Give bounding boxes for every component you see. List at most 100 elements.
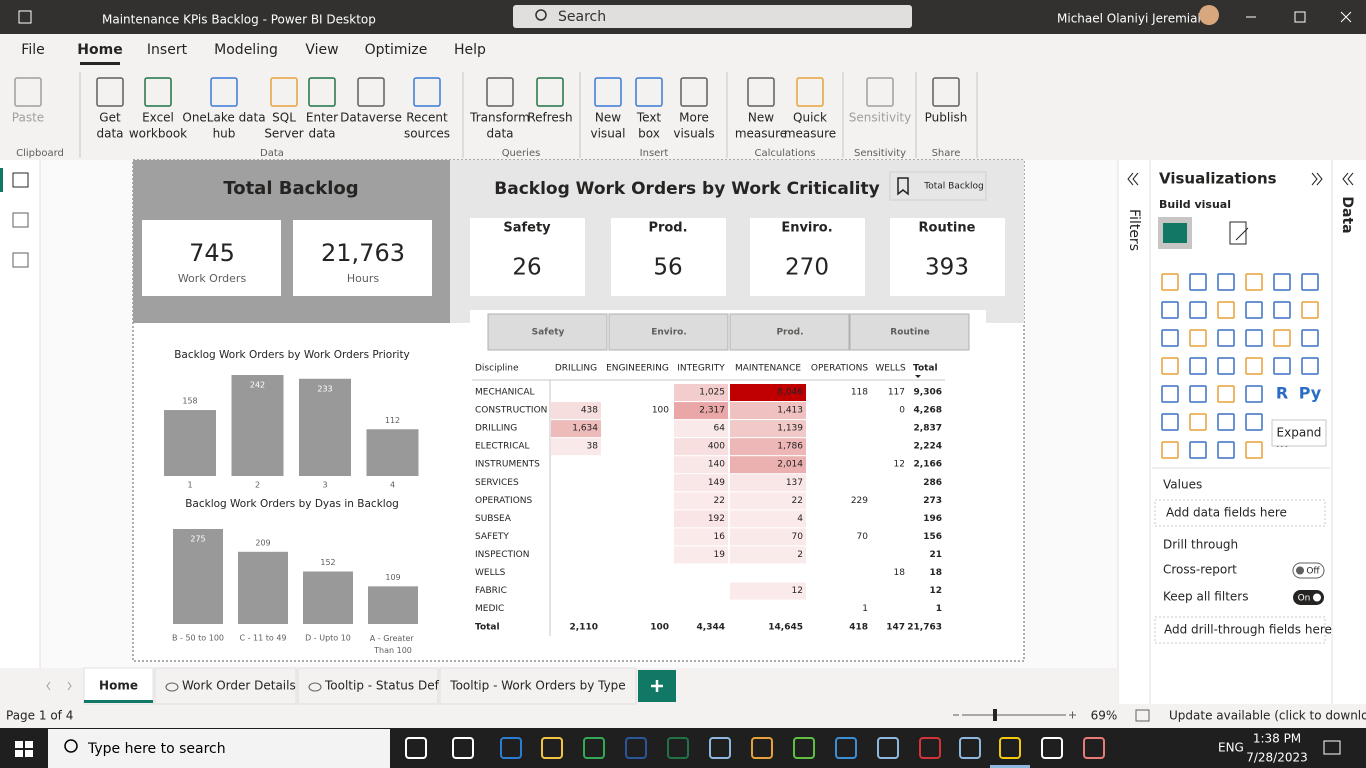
visual-type-icon[interactable] [1245,441,1263,459]
field-well[interactable] [1154,499,1326,527]
taskbar-app[interactable] [583,737,605,759]
bookmark-button[interactable] [889,171,987,201]
ribbon-label[interactable]: hub [213,127,236,141]
nav-icon[interactable] [12,252,29,268]
ribbon-label[interactable]: Quick [793,111,827,125]
slicer-button[interactable] [849,313,970,351]
ribbon-label[interactable]: box [638,127,660,141]
visual-type-icon[interactable] [1273,357,1291,375]
notifications[interactable] [1323,740,1341,755]
visual-type-icon[interactable] [1301,301,1319,319]
visual-type-icon[interactable] [1161,385,1179,403]
visual-type-icon[interactable] [1189,357,1207,375]
zoom-buttons[interactable] [953,711,1076,719]
menu-tab[interactable]: Help [454,42,486,58]
visual-type-icon[interactable] [1273,329,1291,347]
start-button[interactable] [15,741,33,757]
visual-type-icon[interactable] [1245,329,1263,347]
visual-type-icon[interactable] [1161,357,1179,375]
taskbar-app[interactable] [1041,737,1063,759]
visual-type-icon[interactable] [1273,301,1291,319]
taskbar-app[interactable] [405,737,427,759]
visual-type-icon[interactable] [1217,385,1235,403]
visual-type-icon[interactable]: R [1276,384,1288,403]
visual-type-icon[interactable] [1189,385,1207,403]
visual-type-icon[interactable] [1189,413,1207,431]
ribbon-label[interactable]: Paste [12,111,44,125]
ribbon-label[interactable]: sources [404,127,450,141]
visual-type-icon[interactable]: Py [1299,384,1322,403]
fit-page[interactable] [1135,709,1150,722]
visual-type-icon[interactable] [1245,273,1263,291]
taskbar-app[interactable] [500,737,522,759]
maximize[interactable] [1294,11,1306,23]
ribbon-label[interactable]: measure [735,127,787,141]
expand-icon[interactable] [1342,172,1354,186]
visual-type-icon[interactable] [1189,273,1207,291]
menu-tab[interactable]: Optimize [365,42,428,58]
ribbon-label[interactable]: Transform [469,111,530,125]
taskbar-app[interactable] [959,737,981,759]
visual-type-icon[interactable] [1217,301,1235,319]
taskbar-app[interactable] [709,737,731,759]
ribbon-label[interactable]: OneLake data [182,111,265,125]
taskbar-app[interactable] [667,737,689,759]
ribbon-label[interactable]: Server [264,127,303,141]
ribbon-label[interactable]: Enter [306,111,338,125]
page-tab[interactable] [154,667,297,705]
ribbon-label[interactable]: Excel [142,111,174,125]
ribbon-label[interactable]: SQL [272,111,296,125]
field-well[interactable] [1154,616,1326,644]
ribbon-label[interactable]: data [308,127,335,141]
visual-type-icon[interactable] [1217,441,1235,459]
ribbon-label[interactable]: Publish [925,111,968,125]
ribbon-label[interactable]: New [748,111,774,125]
filters-pane-label[interactable]: Filters [1126,209,1142,251]
menu-tab[interactable]: File [21,42,44,58]
slicer-button[interactable] [487,313,608,351]
nav-icon[interactable] [12,172,29,188]
visual-type-icon[interactable] [1189,441,1207,459]
page-tab[interactable] [439,667,637,705]
visual-type-icon[interactable] [1245,385,1263,403]
visual-type-icon[interactable] [1301,273,1319,291]
menu-tab[interactable]: Home [77,42,122,58]
menu-tab[interactable]: View [305,42,338,58]
menu-tab[interactable]: Modeling [214,42,278,58]
collapse-icon[interactable] [1127,172,1139,186]
ribbon-label[interactable]: Sensitivity [849,111,911,125]
ribbon-label[interactable]: Recent [406,111,448,125]
visual-type-icon[interactable] [1273,273,1291,291]
visual-type-icon[interactable] [1161,273,1179,291]
taskbar-app[interactable] [793,737,815,759]
taskbar-app[interactable] [877,737,899,759]
visual-type-icon[interactable] [1161,329,1179,347]
visual-type-icon[interactable] [1245,357,1263,375]
ribbon-label[interactable]: data [486,127,513,141]
visual-type-icon[interactable] [1245,301,1263,319]
ribbon-label[interactable]: More [679,111,709,125]
visual-type-icon[interactable] [1217,329,1235,347]
ribbon-label[interactable]: New [595,111,621,125]
visual-type-icon[interactable] [1189,329,1207,347]
ribbon-label[interactable]: measure [784,127,836,141]
taskbar-app[interactable] [1083,737,1105,759]
menu-tab[interactable]: Insert [147,42,188,58]
ribbon-label[interactable]: Dataverse [340,111,402,125]
ribbon-label[interactable]: Get [99,111,121,125]
taskbar-app[interactable] [452,737,474,759]
visual-type-icon[interactable] [1217,273,1235,291]
visual-type-icon[interactable] [1245,413,1263,431]
format-visual-icon[interactable] [1229,221,1249,245]
nav-icon[interactable] [12,212,29,228]
ribbon-label[interactable]: visual [591,127,626,141]
close[interactable] [1340,11,1352,23]
visual-type-icon[interactable] [1189,301,1207,319]
taskbar-app[interactable] [835,737,857,759]
page-tab[interactable] [83,667,154,705]
visual-type-icon[interactable] [1161,441,1179,459]
ribbon-label[interactable]: data [96,127,123,141]
visual-type-icon[interactable] [1217,413,1235,431]
search-box[interactable] [513,5,912,28]
visual-type-icon[interactable] [1217,357,1235,375]
